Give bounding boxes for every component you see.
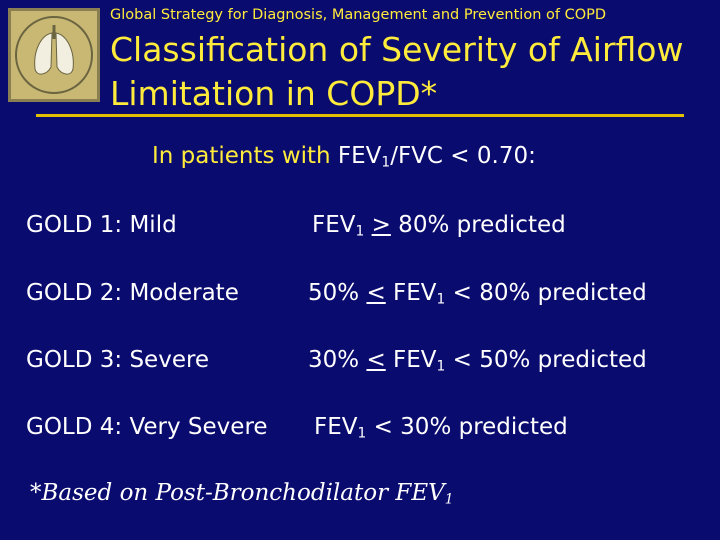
gold-logo — [8, 8, 100, 102]
gold-1-criterion: FEV1 > 80% predicted — [312, 212, 566, 240]
gold-3-criterion: 30% < FEV1 < 50% predicted — [308, 347, 647, 375]
title-divider — [36, 114, 684, 117]
page-title: Classification of Severity of Airflow Li… — [110, 28, 710, 116]
gold-4-criterion: FEV1 < 30% predicted — [314, 414, 568, 442]
lungs-icon — [15, 16, 93, 94]
intro-fev: FEV1/FVC < 0.70: — [337, 143, 536, 171]
gold-2-criterion: 50% < FEV1 < 80% predicted — [308, 280, 647, 308]
gold-4-label: GOLD 4: Very Severe — [26, 414, 268, 440]
intro-prefix: In patients with — [152, 143, 338, 169]
title-line-2: Limitation in COPD* — [110, 74, 438, 113]
gold-2-label: GOLD 2: Moderate — [26, 280, 239, 306]
intro-criterion: In patients with FEV1/FVC < 0.70: — [152, 143, 536, 169]
footnote: *Based on Post-Bronchodilator FEV1 — [30, 480, 454, 508]
gold-3-label: GOLD 3: Severe — [26, 347, 210, 373]
title-line-1: Classification of Severity of Airflow — [110, 30, 684, 69]
presentation-subtitle: Global Strategy for Diagnosis, Managemen… — [110, 7, 607, 23]
gold-1-label: GOLD 1: Mild — [26, 212, 177, 238]
